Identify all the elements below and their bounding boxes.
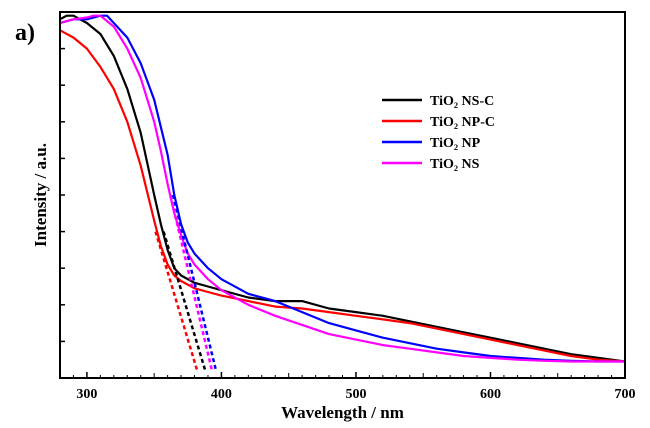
x-tick-label: 600 (480, 387, 501, 402)
plot-area (60, 14, 625, 372)
tangent-line-1 (162, 231, 207, 372)
x-axis-label: Wavelength / nm (281, 403, 404, 422)
series-line-3 (60, 14, 625, 363)
y-axis-ticks (60, 47, 65, 343)
legend-label-3: TiO₂ NS (430, 157, 480, 172)
x-tick-label: 700 (615, 387, 636, 402)
series-layer (60, 14, 625, 363)
x-tick-label: 300 (76, 387, 97, 402)
series-line-1 (60, 29, 625, 363)
x-axis-ticks: 300 400 500 600 700 (72, 372, 636, 402)
legend: TiO₂ NS-C TiO₂ NP-C TiO₂ NP TiO₂ NS (382, 94, 495, 172)
plot-frame (59, 11, 626, 379)
y-axis-label: Intensity / a.u. (31, 143, 50, 247)
tangent-line-2 (169, 194, 214, 371)
x-tick-label: 400 (211, 387, 232, 402)
series-line-2 (60, 14, 625, 363)
tangent-layer (154, 194, 218, 372)
legend-label-0: TiO₂ NS-C (430, 94, 494, 109)
panel-label: a) (15, 20, 35, 46)
x-tick-label: 500 (345, 387, 366, 402)
tangent-line-3 (171, 194, 218, 371)
legend-label-2: TiO₂ NP (430, 136, 481, 151)
legend-label-1: TiO₂ NP-C (430, 115, 495, 130)
series-line-0 (60, 14, 625, 363)
tangent-line-0 (154, 231, 199, 372)
